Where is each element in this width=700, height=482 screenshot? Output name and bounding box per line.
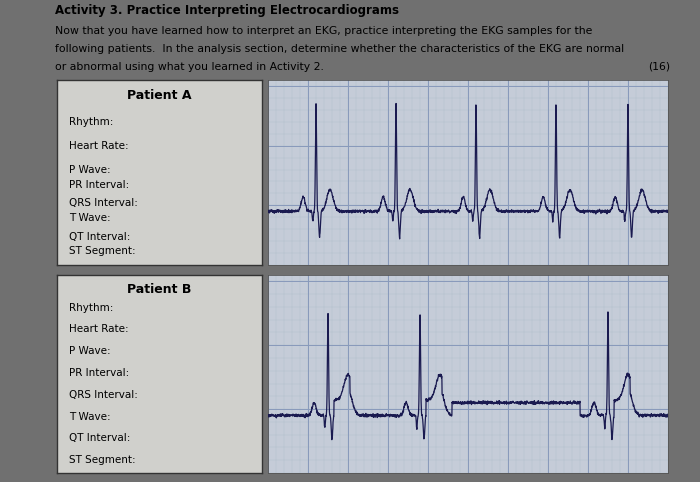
Text: PR Interval:: PR Interval: bbox=[69, 368, 130, 378]
Text: QT Interval:: QT Interval: bbox=[69, 433, 131, 443]
Text: Now that you have learned how to interpret an EKG, practice interpreting the EKG: Now that you have learned how to interpr… bbox=[55, 26, 592, 36]
Text: P Wave:: P Wave: bbox=[69, 346, 111, 356]
Text: Rhythm:: Rhythm: bbox=[69, 303, 113, 313]
Text: following patients.  In the analysis section, determine whether the characterist: following patients. In the analysis sect… bbox=[55, 43, 624, 54]
Text: QT Interval:
ST Segment:: QT Interval: ST Segment: bbox=[69, 232, 136, 256]
Text: Rhythm:: Rhythm: bbox=[69, 117, 113, 127]
Text: Heart Rate:: Heart Rate: bbox=[69, 141, 129, 151]
Text: T Wave:: T Wave: bbox=[69, 412, 111, 422]
Text: Patient B: Patient B bbox=[127, 283, 192, 296]
Text: QRS Interval:
T Wave:: QRS Interval: T Wave: bbox=[69, 199, 138, 223]
Text: (16): (16) bbox=[648, 62, 670, 72]
Text: Heart Rate:: Heart Rate: bbox=[69, 324, 129, 335]
Text: Patient A: Patient A bbox=[127, 89, 192, 102]
Text: QRS Interval:: QRS Interval: bbox=[69, 390, 138, 400]
Text: Activity 3. Practice Interpreting Electrocardiograms: Activity 3. Practice Interpreting Electr… bbox=[55, 4, 399, 17]
Text: P Wave:
PR Interval:: P Wave: PR Interval: bbox=[69, 165, 130, 190]
Text: or abnormal using what you learned in Activity 2.: or abnormal using what you learned in Ac… bbox=[55, 62, 324, 72]
Text: ST Segment:: ST Segment: bbox=[69, 455, 136, 465]
